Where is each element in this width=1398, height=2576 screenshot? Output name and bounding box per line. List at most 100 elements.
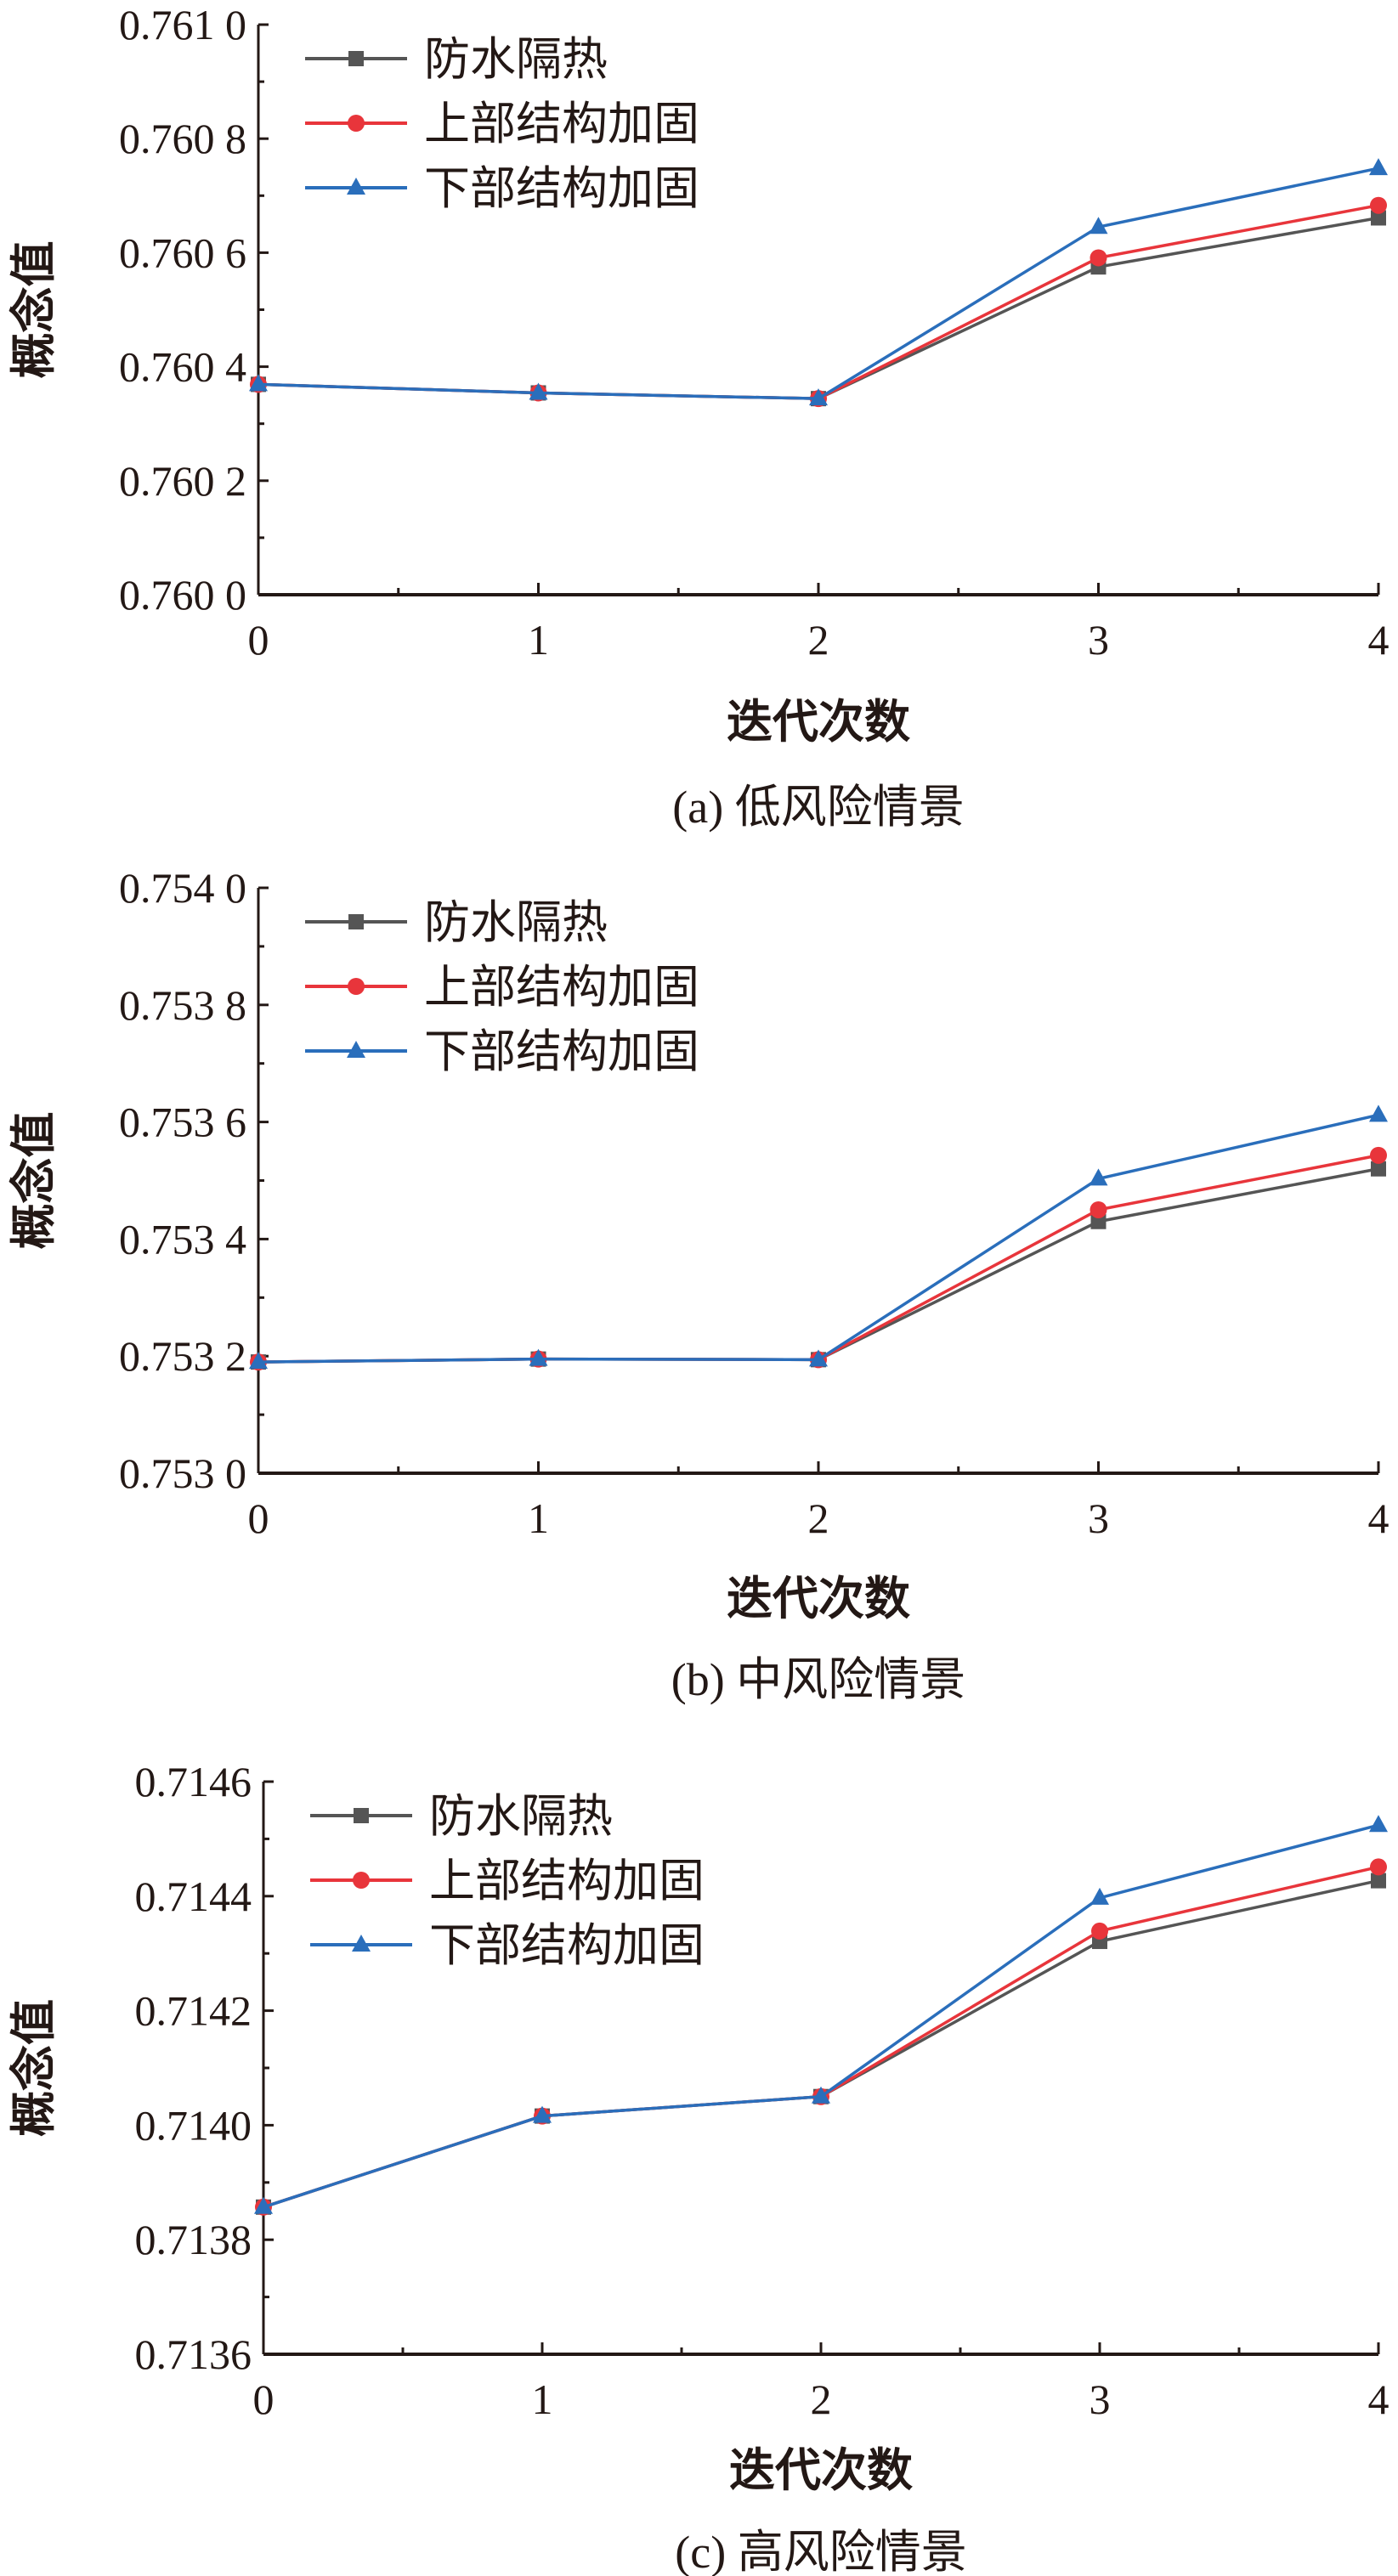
data-point (1089, 217, 1108, 234)
y-tick-label: 0.7140 (135, 2101, 252, 2149)
series-circle (250, 196, 1387, 408)
data-point (1090, 1213, 1107, 1229)
legend-square-marker-icon (348, 51, 364, 66)
series-triangle (249, 1104, 1388, 1370)
chart-caption: (b) 中风险情景 (671, 1654, 965, 1705)
x-axis-title: 迭代次数 (727, 1573, 910, 1624)
y-axis-title: 概念值 (8, 1112, 59, 1250)
data-point (1090, 1200, 1107, 1218)
x-tick-label: 1 (528, 616, 549, 664)
data-point (529, 382, 548, 400)
y-tick-label: 0.760 2 (119, 457, 246, 505)
legend-entry: 上部结构加固 (310, 1856, 705, 1907)
data-point (1369, 1104, 1388, 1122)
y-tick-label: 0.7144 (135, 1873, 252, 1920)
series-square (256, 1873, 1386, 2215)
legend-entry: 上部结构加固 (305, 99, 699, 150)
x-axis-title: 迭代次数 (727, 697, 910, 748)
legend-label: 防水隔热 (429, 1791, 613, 1842)
series-circle (255, 1858, 1387, 2216)
legend-label: 防水隔热 (424, 897, 608, 948)
x-tick-label: 4 (1368, 616, 1390, 664)
y-axis-title: 概念值 (8, 1999, 59, 2137)
legend-circle-marker-icon (348, 978, 365, 995)
x-tick-label: 3 (1088, 1494, 1109, 1542)
legend-label: 下部结构加固 (424, 163, 699, 214)
legend-label: 防水隔热 (424, 34, 608, 85)
y-tick-label: 0.753 4 (119, 1215, 246, 1263)
y-tick-label: 0.760 0 (119, 571, 246, 619)
data-point (1370, 196, 1387, 214)
chart-panel-b: 0.753 0 0.753 2 0.753 4 0.753 6 0.753 8 0.754… (8, 864, 1390, 1705)
legend-square-marker-icon (348, 914, 364, 929)
legend-entry: 上部结构加固 (305, 962, 699, 1013)
x-tick-label: 3 (1088, 616, 1109, 664)
data-point (1371, 1873, 1386, 1889)
y-tick-label: 0.761 0 (119, 1, 246, 48)
y-tick-label: 0.754 0 (119, 864, 246, 912)
data-point (254, 2196, 273, 2214)
data-point (249, 374, 268, 392)
data-point (1090, 249, 1107, 267)
legend-entry: 防水隔热 (305, 34, 608, 85)
legend-label: 下部结构加固 (429, 1920, 705, 1971)
x-tick-label: 2 (808, 616, 829, 664)
data-point (1089, 1168, 1108, 1186)
y-axis-title: 概念值 (8, 241, 59, 379)
chart-panel-c: 0.7136 0.7138 0.7140 0.7142 0.7144 0.7146 0 1 2 3… (8, 1758, 1390, 2576)
x-tick-label: 1 (532, 2375, 553, 2423)
legend-triangle-marker-icon (347, 1041, 365, 1058)
y-tick-label: 0.760 8 (119, 115, 246, 162)
series-square (251, 210, 1386, 407)
x-tick-label: 2 (811, 2375, 832, 2423)
series-line (258, 1154, 1379, 1364)
series-square (251, 1161, 1386, 1370)
series-line (258, 1167, 1379, 1364)
data-point (1370, 1858, 1387, 1876)
data-point (1369, 1815, 1388, 1833)
data-point (1371, 210, 1386, 226)
x-tick-label: 0 (248, 616, 269, 664)
y-tick-label: 0.753 8 (119, 981, 246, 1029)
y-tick-label: 0.7138 (135, 2216, 252, 2263)
data-point (1370, 1146, 1387, 1164)
series-line (258, 1113, 1379, 1364)
data-point (529, 1348, 548, 1366)
legend-square-marker-icon (354, 1808, 369, 1823)
y-tick-label: 0.7146 (135, 1758, 252, 1805)
legend-entry: 防水隔热 (310, 1791, 613, 1842)
chart-caption: (a) 低风险情景 (672, 782, 964, 833)
x-tick-label: 0 (248, 1494, 269, 1542)
legend-circle-marker-icon (353, 1872, 370, 1889)
y-tick-label: 0.7136 (135, 2330, 252, 2378)
series-line (258, 203, 1379, 400)
legend-label: 下部结构加固 (424, 1026, 699, 1077)
x-axis-title: 迭代次数 (729, 2445, 913, 2496)
series-triangle (254, 1815, 1388, 2214)
y-tick-label: 0.760 6 (119, 229, 246, 276)
y-tick-label: 0.753 2 (119, 1332, 246, 1380)
x-tick-label: 0 (253, 2375, 275, 2423)
series-triangle (249, 158, 1388, 406)
y-tick-label: 0.7142 (135, 1987, 252, 2035)
chart-panel-a: 0.760 0 0.760 2 0.760 4 0.760 6 0.760 8 0.761… (8, 1, 1390, 833)
x-tick-label: 1 (528, 1494, 549, 1542)
data-point (533, 2105, 552, 2123)
y-tick-label: 0.753 0 (119, 1449, 246, 1497)
y-tick-label: 0.760 4 (119, 343, 246, 391)
data-point (1091, 1922, 1108, 1940)
data-point (1369, 158, 1388, 176)
legend-triangle-marker-icon (352, 1935, 371, 1952)
y-tick-label: 0.753 6 (119, 1099, 246, 1146)
data-point (1371, 1161, 1386, 1177)
data-point (1090, 1887, 1109, 1905)
data-point (809, 388, 828, 406)
data-point (812, 2086, 830, 2104)
legend-label: 上部结构加固 (429, 1856, 705, 1907)
x-tick-label: 3 (1090, 2375, 1111, 2423)
legend-entry: 下部结构加固 (305, 163, 699, 214)
data-point (249, 1352, 268, 1370)
series-line (258, 216, 1379, 400)
x-tick-label: 4 (1368, 2375, 1390, 2423)
